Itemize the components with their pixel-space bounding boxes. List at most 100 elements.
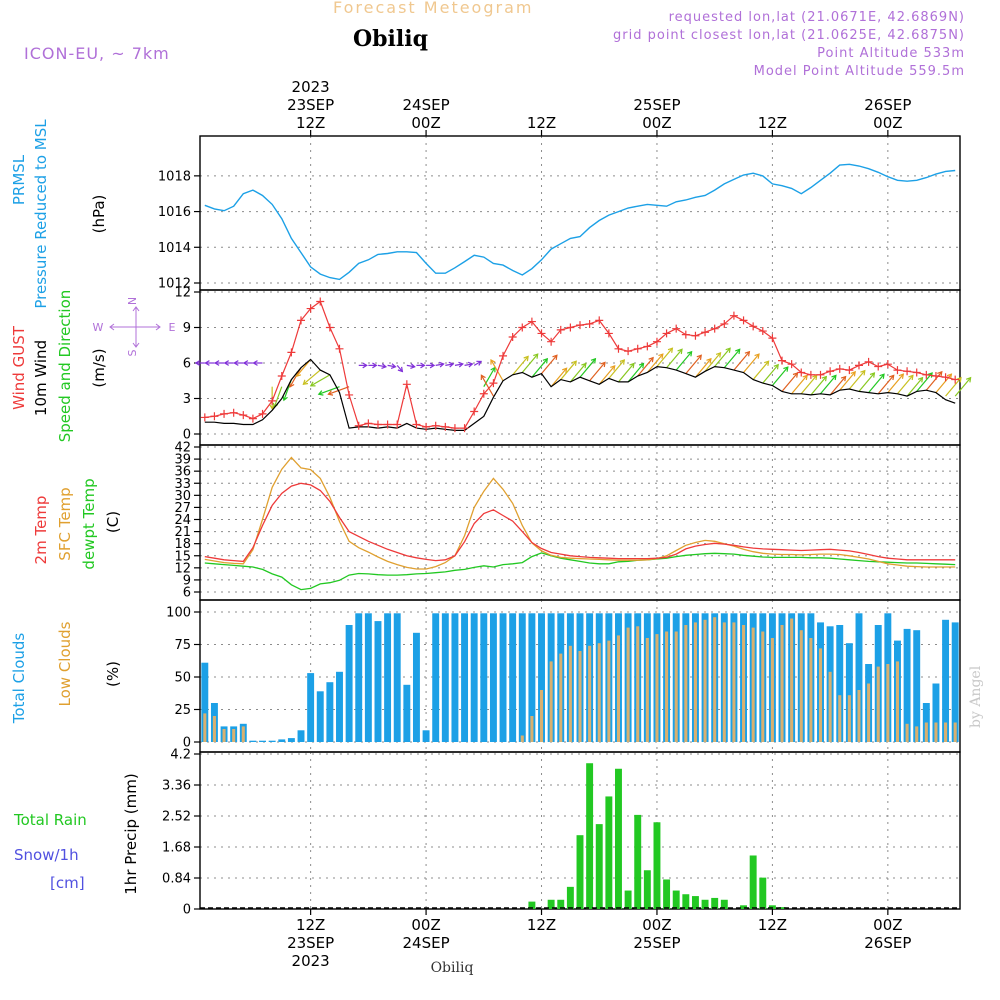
wind-arrow-head (194, 360, 201, 366)
wind-unit: (m/s) (90, 348, 108, 387)
temperature-ytick-label: 27 (174, 501, 191, 516)
point-altitude: Point Altitude 533m (817, 46, 965, 61)
model-name: ICON-EU, ~ 7km (24, 44, 170, 63)
total-cloud-bar (384, 613, 392, 742)
wind-arrow-head (372, 362, 378, 369)
wind-arrow (512, 356, 529, 376)
clouds-ytick-label: 50 (174, 671, 191, 686)
rain-bar (653, 822, 661, 909)
wind-ytick-label: 0 (183, 428, 191, 443)
wind-gust-marker (778, 356, 787, 365)
low-cloud-bar (568, 645, 572, 742)
total-cloud-bar (336, 671, 343, 742)
total-cloud-bar (249, 740, 257, 742)
wind-gust-marker (306, 304, 315, 313)
low-cloud-bar (665, 631, 669, 742)
wind-arrow-head (687, 350, 693, 357)
wind-arrow (303, 369, 321, 385)
wind-gust-marker (470, 407, 479, 416)
wind-arrow-head (744, 350, 751, 357)
wind-arrow-head (831, 374, 837, 381)
wind-gust-marker (566, 323, 575, 332)
wind-arrow (656, 347, 673, 367)
wind-gust-marker (624, 347, 633, 356)
wind-frame (199, 289, 961, 446)
low-cloud-bar (722, 622, 726, 742)
low-cloud-bar (203, 713, 207, 742)
wind-gust-marker (460, 424, 469, 433)
wind-arrow (579, 358, 596, 378)
low-cloud-bar (953, 722, 957, 742)
wind-arrow-head (965, 376, 972, 383)
low-cloud-bar (770, 638, 774, 742)
wind-arrow-head (860, 369, 866, 376)
wind-gust-marker (248, 414, 257, 423)
wind-gust-marker (951, 375, 960, 384)
wind-gust-marker (835, 364, 844, 373)
wind-gust-marker (508, 332, 517, 341)
wind-gust-marker (768, 334, 777, 343)
low-cloud-bar (934, 722, 938, 742)
compass-cross (109, 306, 161, 348)
low-cloud-bar (626, 627, 630, 742)
pressure-frame (199, 135, 961, 291)
total-cloud-bar (538, 613, 545, 742)
wind-gust-marker (576, 321, 584, 330)
wind-arrow-head (252, 360, 258, 366)
wind-arrow (310, 374, 331, 387)
wind-arrow (598, 365, 616, 385)
wind-arrow (820, 374, 837, 395)
total-cloud-bar (345, 625, 353, 742)
wind-gust-marker (806, 370, 815, 379)
total-cloud-bar (403, 684, 411, 742)
wind-arrow (897, 374, 914, 395)
wind-gust-marker (758, 327, 767, 336)
wind-gust-marker (797, 368, 806, 377)
temperature-ytick-label: 30 (174, 489, 191, 504)
wind-arrow-head (783, 366, 789, 372)
station-title: Obiliq (353, 26, 429, 52)
wind-gust-marker (826, 367, 835, 376)
rain-bar (615, 768, 622, 909)
wind-arrow-head (648, 356, 654, 363)
temperature-ytick-label: 33 (174, 477, 191, 492)
time-label-bottom: 25SEP (633, 934, 680, 952)
wind-gust-marker (672, 324, 681, 333)
time-label-top: 00Z (873, 114, 902, 132)
temperature-ytick-label: 12 (174, 561, 191, 576)
wind-gust-marker (277, 372, 286, 381)
rain-bar (528, 901, 536, 909)
wind-gust-marker (604, 329, 613, 338)
wind-gust-marker (316, 297, 325, 306)
compass-south: S (126, 349, 139, 356)
low-cloud-bar (780, 625, 784, 742)
low-cloud-bar (588, 645, 592, 742)
wind-gust-marker (893, 366, 902, 375)
temp-title-sfc: SFC Temp (56, 487, 74, 560)
wind-arrow (637, 357, 654, 377)
total-cloud-bar (480, 613, 488, 742)
wind-gust-marker (450, 424, 459, 433)
wind-arrow-head (204, 360, 210, 366)
wind-arrow-head (638, 362, 645, 369)
low-cloud-bar (790, 618, 794, 742)
low-cloud-bar (597, 643, 601, 742)
wind-speed-line (204, 358, 956, 431)
time-label-top: 2023 (292, 78, 330, 96)
temperature-ytick-label: 15 (174, 549, 191, 564)
wind-title-direction: Speed and Direction (56, 290, 74, 443)
wind-arrow-head (397, 366, 404, 373)
wind-arrow (618, 363, 635, 383)
wind-arrow (752, 360, 770, 380)
wind-gust-marker (499, 351, 508, 360)
low-cloud-bar (905, 723, 909, 742)
model-point-altitude: Model Point Altitude 559.5m (753, 64, 965, 79)
total-cloud-bar (518, 613, 526, 742)
time-label-top: 26SEP (864, 96, 911, 114)
wind-arrow-head (458, 361, 464, 368)
total-cloud-bar (461, 613, 469, 742)
total-cloud-bar (903, 628, 911, 742)
rain-bar (701, 899, 709, 909)
wind-arrow-head (658, 353, 664, 359)
wind-arrow-head (869, 372, 876, 378)
